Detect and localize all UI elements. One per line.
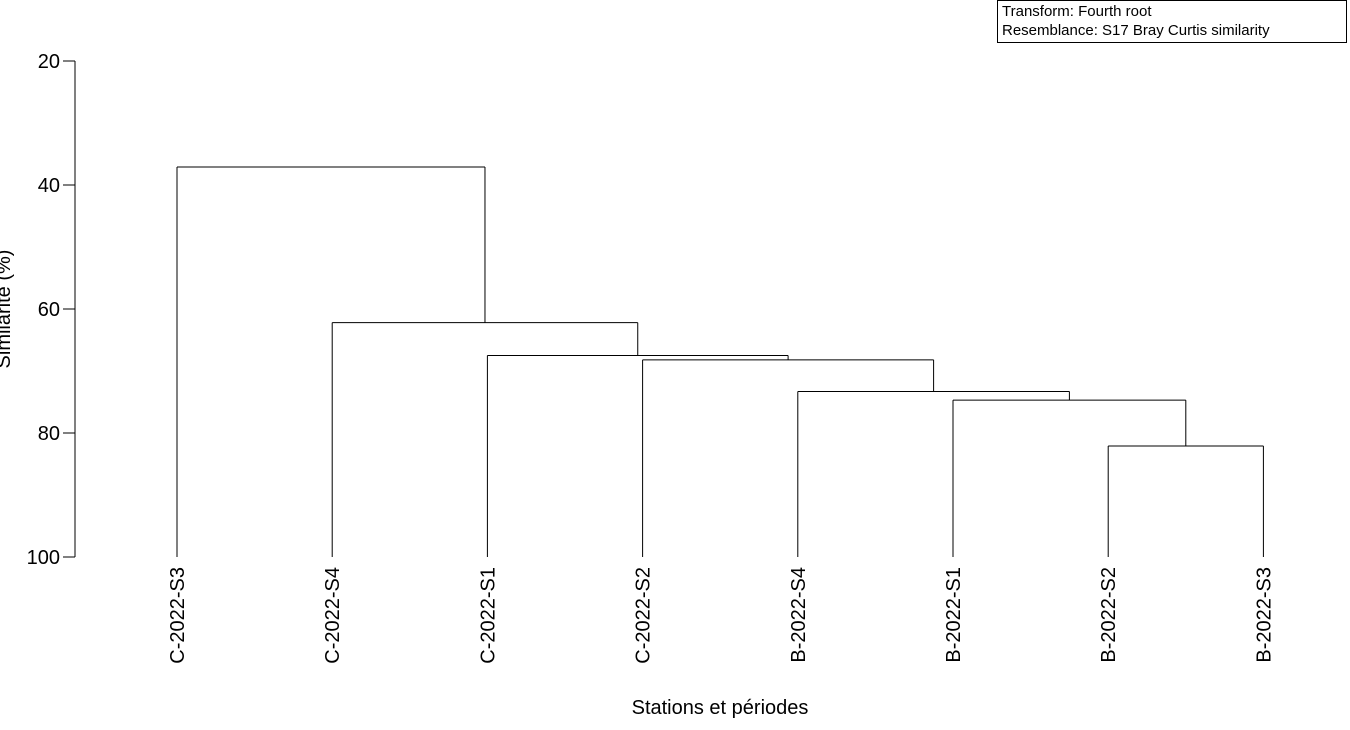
leaf-label: C-2022-S2 <box>633 567 655 664</box>
leaf-label: B-2022-S2 <box>1098 567 1120 663</box>
transform-label: Transform: Fourth root <box>1002 3 1152 20</box>
y-tick-label: 100 <box>27 547 60 569</box>
y-tick-label: 20 <box>38 51 60 73</box>
leaf-label: C-2022-S4 <box>322 567 344 664</box>
leaf-label: C-2022-S3 <box>167 567 189 664</box>
leaf-label: B-2022-S4 <box>788 567 810 663</box>
y-tick-label: 60 <box>38 299 60 321</box>
leaf-label: C-2022-S1 <box>477 567 499 664</box>
y-tick-label: 40 <box>38 175 60 197</box>
x-axis-title: Stations et périodes <box>632 697 809 719</box>
resemblance-label: Resemblance: S17 Bray Curtis similarity <box>1002 22 1270 39</box>
y-axis-title: Similarité (%) <box>0 250 15 369</box>
leaf-label: B-2022-S3 <box>1253 567 1275 663</box>
leaf-label: B-2022-S1 <box>943 567 965 663</box>
y-tick-label: 80 <box>38 423 60 445</box>
info-box: Transform: Fourth root Resemblance: S17 … <box>997 0 1347 43</box>
